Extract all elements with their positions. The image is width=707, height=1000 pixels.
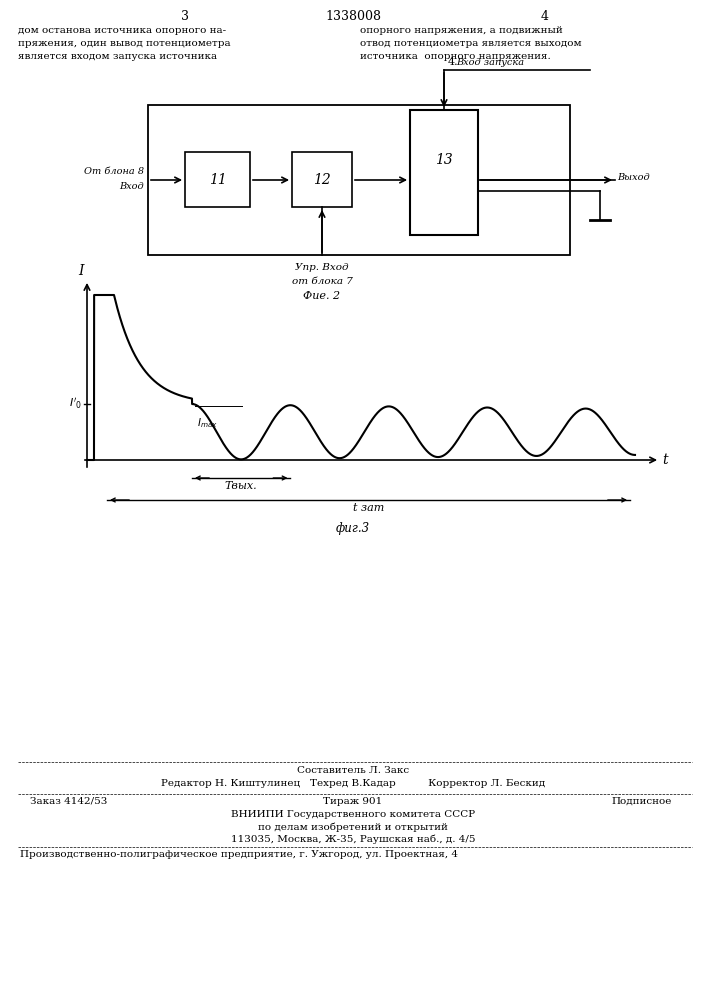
Text: по делам изобретений и открытий: по делам изобретений и открытий xyxy=(258,822,448,832)
Text: I: I xyxy=(78,264,84,278)
Text: 13: 13 xyxy=(435,153,453,167)
Bar xyxy=(410,110,478,235)
Text: пряжения, один вывод потенциометра: пряжения, один вывод потенциометра xyxy=(18,39,230,48)
Text: Производственно-полиграфическое предприятие, г. Ужгород, ул. Проектная, 4: Производственно-полиграфическое предприя… xyxy=(20,850,458,859)
Text: $I_{max}$: $I_{max}$ xyxy=(197,416,218,430)
Bar xyxy=(148,105,570,255)
Text: Твых.: Твых. xyxy=(225,481,257,491)
Text: 12: 12 xyxy=(313,172,331,186)
Text: Выход: Выход xyxy=(617,174,650,182)
Text: 3: 3 xyxy=(181,10,189,23)
Text: Редактор Н. Киштулинец   Техред В.Кадар          Корректор Л. Бескид: Редактор Н. Киштулинец Техред В.Кадар Ко… xyxy=(161,779,545,788)
Bar xyxy=(292,152,352,207)
Text: отвод потенциометра является выходом: отвод потенциометра является выходом xyxy=(360,39,582,48)
Text: дом останова источника опорного на-: дом останова источника опорного на- xyxy=(18,26,226,35)
Text: фиг.3: фиг.3 xyxy=(336,522,370,535)
Text: ВНИИПИ Государственного комитета СССР: ВНИИПИ Государственного комитета СССР xyxy=(231,810,475,819)
Text: 4.: 4. xyxy=(448,57,459,67)
Text: Упр. Вход: Упр. Вход xyxy=(296,263,349,272)
Text: 11: 11 xyxy=(209,172,226,186)
Text: От блона 8: От блона 8 xyxy=(84,167,144,176)
Text: t зат: t зат xyxy=(353,503,384,513)
Text: Вход запуска: Вход запуска xyxy=(456,58,524,67)
Text: от блока 7: от блока 7 xyxy=(291,277,352,286)
Text: Подписное: Подписное xyxy=(612,797,672,806)
Text: Заказ 4142/53: Заказ 4142/53 xyxy=(30,797,107,806)
Text: 4: 4 xyxy=(541,10,549,23)
Text: является входом запуска источника: является входом запуска источника xyxy=(18,52,217,61)
Text: Фие. 2: Фие. 2 xyxy=(303,291,341,301)
Text: опорного напряжения, а подвижный: опорного напряжения, а подвижный xyxy=(360,26,563,35)
Text: Тираж 901: Тираж 901 xyxy=(323,797,382,806)
Text: 1338008: 1338008 xyxy=(325,10,381,23)
Bar xyxy=(185,152,250,207)
Text: Составитель Л. Закс: Составитель Л. Закс xyxy=(297,766,409,775)
Text: t: t xyxy=(662,453,667,467)
Text: источника  опорного напряжения.: источника опорного напряжения. xyxy=(360,52,551,61)
Text: 113035, Москва, Ж-35, Раушская наб., д. 4/5: 113035, Москва, Ж-35, Раушская наб., д. … xyxy=(230,834,475,844)
Text: $I'_0$: $I'_0$ xyxy=(69,397,82,411)
Text: Вход: Вход xyxy=(119,182,144,191)
